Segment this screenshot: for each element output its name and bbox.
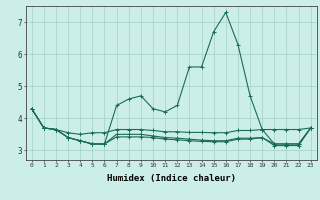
X-axis label: Humidex (Indice chaleur): Humidex (Indice chaleur) bbox=[107, 174, 236, 183]
